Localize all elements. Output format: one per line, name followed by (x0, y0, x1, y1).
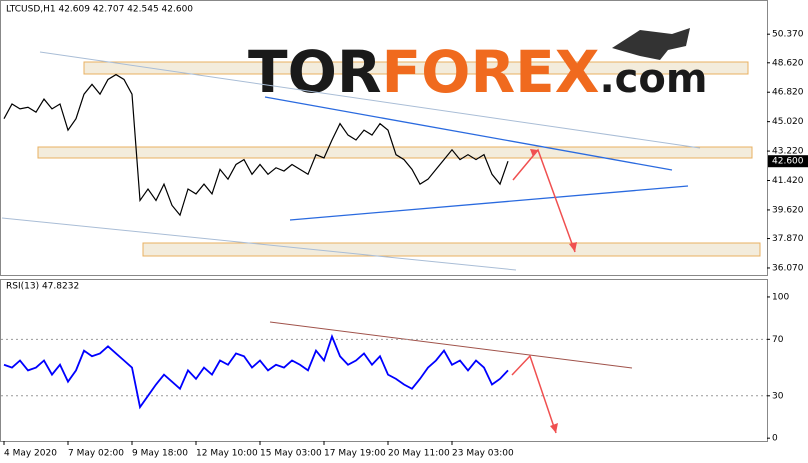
channel-line (39, 51, 701, 149)
resistance-zone (83, 61, 749, 75)
y-tick-label: 37.870 (772, 234, 804, 244)
marks (1, 73, 767, 410)
x-tick-label: 15 May 03:00 (260, 449, 322, 459)
watermark: TORFOREX.com (248, 38, 708, 106)
y-tick-label: 50.370 (772, 30, 804, 40)
x-tick-label: 23 May 03:00 (452, 449, 514, 459)
y-tick-label: 41.420 (772, 176, 804, 186)
y-tick-label: 46.820 (772, 88, 804, 98)
forecast-arrow (512, 148, 576, 253)
price-panel (0, 0, 768, 276)
rsi-panel (0, 279, 768, 442)
price-title: LTCUSD,H1 42.609 42.707 42.545 42.600 (6, 5, 193, 15)
y-tick-label: 36.070 (772, 263, 804, 273)
trend-line (289, 185, 689, 221)
watermark-forex: FOREX (382, 38, 600, 106)
y-tick-label: 48.620 (772, 58, 804, 68)
x-tick-label: 9 May 18:00 (132, 449, 188, 459)
y-tick-label: 43.220 (772, 147, 804, 157)
price-line (3, 333, 509, 410)
arrow-head (569, 242, 577, 252)
x-tick-label: 20 May 11:00 (388, 449, 450, 459)
y-tick-label: 30 (772, 391, 784, 401)
price-line (3, 73, 509, 217)
rsi-trend-line (269, 321, 633, 369)
y-tick-label: 0 (772, 434, 778, 444)
channel-line (1, 217, 517, 271)
y-tick-label: 70 (772, 335, 784, 345)
arrow-head (550, 423, 558, 433)
x-tick-label: 12 May 10:00 (196, 449, 258, 459)
watermark-tor: TOR (248, 38, 382, 106)
x-tick-label: 4 May 2020 (4, 449, 57, 459)
rsi-forecast-arrow (511, 354, 557, 434)
x-tick-label: 7 May 02:00 (68, 449, 124, 459)
support-zone (142, 242, 761, 257)
bull-logo (612, 28, 690, 60)
y-tick-label: 39.620 (772, 205, 804, 215)
rsi-title: RSI(13) 47.8232 (6, 282, 79, 292)
last-price-box (768, 155, 808, 168)
x-tick-label: 17 May 19:00 (324, 449, 386, 459)
last-price-label: 42.600 (772, 157, 804, 167)
arrow-head (530, 149, 538, 157)
y-tick-label: 45.020 (772, 117, 804, 127)
watermark-com: .com (599, 56, 707, 102)
y-tick-label: 100 (772, 292, 789, 302)
trend-line (264, 96, 673, 171)
